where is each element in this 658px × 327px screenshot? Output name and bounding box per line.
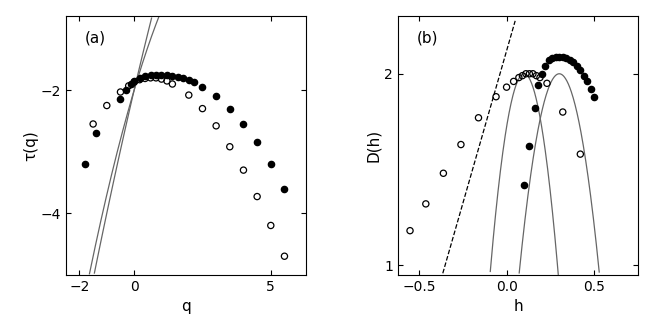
- Point: [547, 56, 557, 61]
- Point: [575, 151, 586, 157]
- Point: [578, 73, 589, 78]
- Y-axis label: D(h): D(h): [367, 129, 381, 162]
- Point: [252, 194, 263, 199]
- Point: [279, 186, 290, 191]
- Point: [524, 144, 535, 149]
- Text: (a): (a): [85, 30, 106, 45]
- Point: [184, 93, 194, 98]
- Point: [238, 167, 249, 173]
- Point: [101, 103, 112, 108]
- Point: [197, 84, 208, 90]
- Point: [535, 75, 545, 80]
- Point: [120, 88, 131, 93]
- Point: [167, 81, 178, 87]
- Point: [145, 75, 156, 80]
- Point: [557, 110, 568, 115]
- Text: (b): (b): [417, 30, 438, 45]
- Point: [568, 60, 578, 65]
- Point: [517, 73, 528, 78]
- Point: [554, 54, 565, 59]
- Point: [197, 106, 208, 111]
- Point: [115, 97, 126, 102]
- Point: [491, 94, 501, 99]
- Point: [582, 79, 593, 84]
- Point: [279, 254, 290, 259]
- Point: [528, 71, 538, 77]
- Point: [224, 106, 235, 111]
- Point: [557, 54, 568, 59]
- Point: [586, 86, 596, 92]
- Point: [520, 71, 531, 77]
- Point: [134, 75, 145, 80]
- Point: [156, 77, 166, 82]
- Point: [151, 75, 161, 80]
- Point: [572, 63, 582, 69]
- Point: [167, 73, 178, 78]
- Point: [156, 72, 166, 77]
- Point: [501, 85, 512, 90]
- Point: [139, 76, 150, 81]
- Point: [178, 75, 189, 80]
- Point: [519, 182, 530, 187]
- Point: [162, 78, 172, 84]
- Point: [224, 144, 235, 149]
- Point: [151, 72, 161, 77]
- Point: [561, 56, 572, 61]
- X-axis label: q: q: [181, 299, 191, 314]
- Point: [540, 63, 551, 69]
- Point: [238, 121, 249, 127]
- Point: [575, 67, 586, 73]
- Point: [145, 73, 156, 78]
- Point: [514, 75, 524, 80]
- Point: [172, 74, 183, 79]
- Point: [162, 73, 172, 78]
- Point: [438, 171, 449, 176]
- Point: [531, 73, 542, 78]
- Point: [252, 140, 263, 145]
- Point: [189, 79, 199, 85]
- Point: [129, 79, 139, 85]
- Point: [211, 123, 221, 129]
- Point: [544, 58, 554, 63]
- Point: [80, 161, 90, 166]
- Point: [456, 142, 467, 147]
- X-axis label: h: h: [513, 299, 523, 314]
- Point: [91, 130, 101, 136]
- Point: [509, 79, 519, 84]
- Point: [589, 94, 599, 99]
- Point: [533, 83, 544, 88]
- Point: [420, 201, 431, 206]
- Point: [134, 77, 145, 82]
- Point: [184, 77, 194, 82]
- Point: [129, 78, 139, 84]
- Point: [542, 81, 552, 86]
- Point: [115, 89, 126, 95]
- Point: [524, 71, 535, 77]
- Point: [536, 71, 547, 77]
- Point: [266, 223, 276, 228]
- Point: [88, 121, 99, 127]
- Y-axis label: τ(q): τ(q): [23, 130, 38, 161]
- Point: [473, 115, 484, 120]
- Point: [126, 81, 137, 87]
- Point: [405, 228, 415, 233]
- Point: [565, 58, 575, 63]
- Point: [139, 73, 150, 78]
- Point: [530, 106, 540, 111]
- Point: [551, 54, 561, 59]
- Point: [266, 161, 276, 166]
- Point: [124, 83, 134, 89]
- Point: [211, 94, 221, 99]
